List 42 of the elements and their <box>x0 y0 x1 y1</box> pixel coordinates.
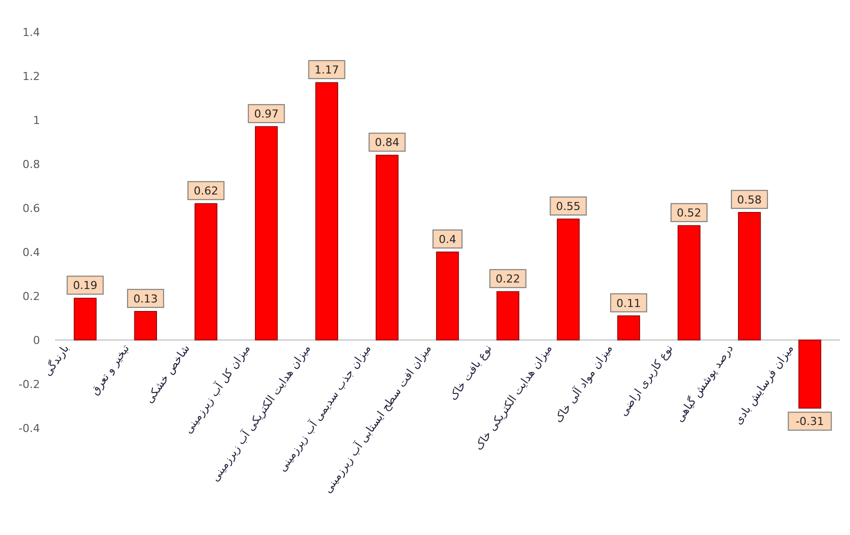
bar <box>617 315 640 340</box>
y-tick-label: 1.4 <box>22 26 40 39</box>
data-label: 0.55 <box>556 200 581 213</box>
data-label: 0.84 <box>374 136 400 150</box>
data-label: 0.11 <box>616 296 641 310</box>
bar <box>436 252 459 340</box>
data-label: 0.19 <box>72 279 98 292</box>
y-tick-label: 0.6 <box>22 202 40 215</box>
bar <box>738 212 761 340</box>
data-label: 0.97 <box>254 108 279 121</box>
bar <box>556 218 580 340</box>
data-label: 0.22 <box>496 272 520 286</box>
y-tick-label: 0.2 <box>22 290 40 303</box>
bar <box>376 154 399 340</box>
x-tick-label: نوع بافت خاک <box>446 342 494 403</box>
data-label: 0.13 <box>133 292 158 306</box>
y-tick-label: 1 <box>33 114 40 127</box>
x-tick-label: بارندگی <box>40 342 72 378</box>
y-tick-label: 1.2 <box>22 70 40 83</box>
data-label: 0.52 <box>676 206 702 220</box>
bar <box>134 311 157 340</box>
data-label: 0.4 <box>438 233 456 246</box>
bar <box>678 225 700 340</box>
bar <box>496 291 520 340</box>
y-tick-label: -0.2 <box>18 378 40 391</box>
data-label: 0.58 <box>737 193 762 206</box>
y-tick-label: 0.8 <box>22 158 40 171</box>
bar <box>254 126 278 340</box>
bar <box>194 203 218 340</box>
y-tick-label: 0 <box>33 334 40 347</box>
data-label: -0.31 <box>796 415 824 428</box>
bar <box>74 298 97 340</box>
x-tick-label: تبخیر و تعرق <box>88 342 132 398</box>
bar <box>315 82 338 340</box>
data-label: 0.62 <box>194 184 218 198</box>
bar <box>798 340 822 409</box>
data-label: 1.17 <box>314 64 339 77</box>
x-tick-label: میزان مواد آلی خاک <box>550 342 616 426</box>
x-tick-label: شاخص خشکی <box>142 342 192 406</box>
y-tick-label: 0.4 <box>22 246 40 259</box>
y-tick-label: -0.4 <box>18 422 40 435</box>
x-tick-label: نوع کاربری اراضی <box>616 342 676 418</box>
